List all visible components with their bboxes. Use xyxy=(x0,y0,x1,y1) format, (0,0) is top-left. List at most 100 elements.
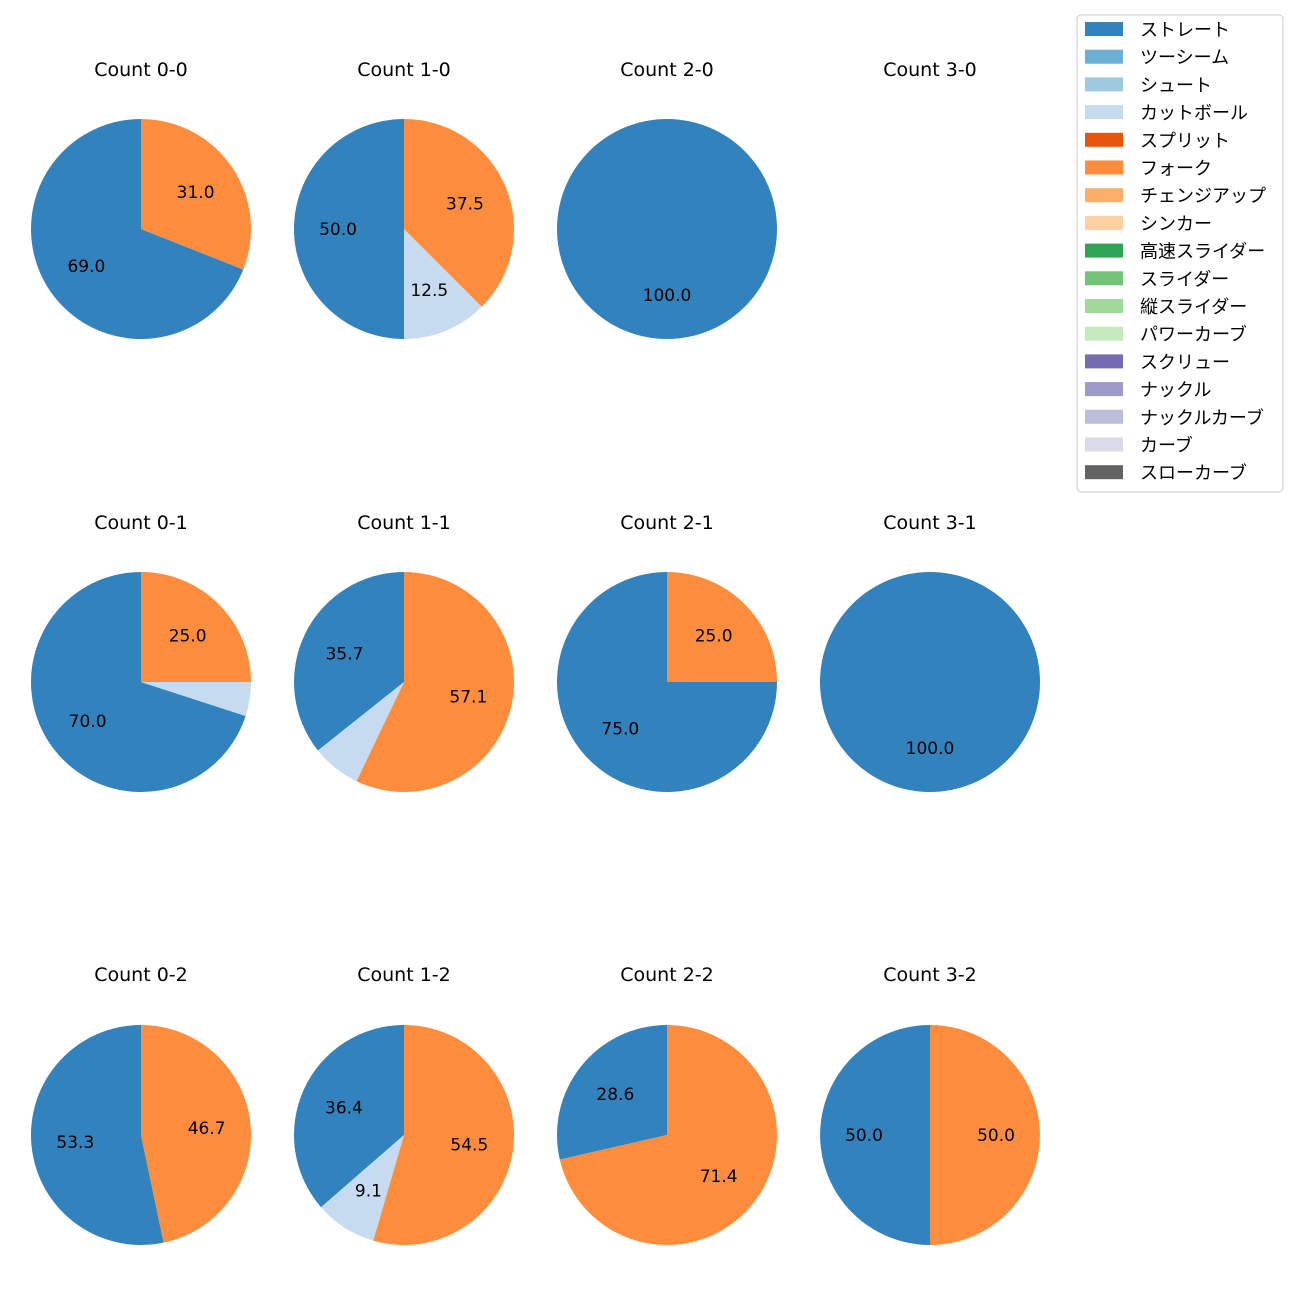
pie-slice xyxy=(557,1025,667,1160)
pie-slice xyxy=(667,572,777,682)
legend-swatch xyxy=(1085,299,1123,313)
pie-slice xyxy=(404,118,514,307)
legend-swatch xyxy=(1085,132,1123,147)
pie-title: Count 1-0 xyxy=(357,59,451,81)
pie-count-3-1: Count 3-1 100.0 xyxy=(820,512,1040,792)
pie-slice xyxy=(30,572,246,792)
legend-frame xyxy=(1076,14,1284,493)
slice-label: 69.0 xyxy=(67,257,105,277)
legend-label: カーブ xyxy=(1140,435,1193,457)
slice-label: 57.1 xyxy=(449,688,487,708)
slice-label: 28.6 xyxy=(596,1085,634,1105)
legend-swatch xyxy=(1085,22,1123,36)
legend-swatch xyxy=(1085,354,1123,369)
pie-slice xyxy=(141,682,251,716)
pie-title: Count 1-1 xyxy=(357,512,451,534)
slice-label: 50.0 xyxy=(845,1126,883,1146)
pie-slice xyxy=(557,119,777,339)
pie-title: Count 0-0 xyxy=(94,59,188,81)
pie-count-2-2: Count 2-2 28.6 71.4 xyxy=(557,964,778,1245)
legend-label: ナックル xyxy=(1140,380,1211,401)
pie-count-1-2: Count 1-2 36.4 9.1 54.5 xyxy=(294,964,514,1245)
pie-title: Count 0-1 xyxy=(94,512,188,534)
legend-label: スクリュー xyxy=(1140,352,1230,373)
slice-label: 36.4 xyxy=(325,1099,363,1119)
pie-count-1-0: Count 1-0 50.0 12.5 37.5 xyxy=(294,59,514,339)
legend-swatch xyxy=(1085,215,1123,230)
legend-swatch xyxy=(1085,49,1123,64)
legend-label: スプリット xyxy=(1140,131,1230,152)
pie-slice xyxy=(321,1135,404,1241)
pie-slice xyxy=(404,229,482,339)
pie-title: Count 2-1 xyxy=(620,512,714,534)
pie-count-1-1: Count 1-1 35.7 57.1 xyxy=(294,512,514,792)
slice-label: 70.0 xyxy=(69,712,107,732)
legend-swatch xyxy=(1085,437,1123,452)
pie-slice xyxy=(30,1025,164,1246)
pie-title: Count 3-2 xyxy=(883,964,977,986)
pie-count-2-1: Count 2-1 75.0 25.0 xyxy=(557,512,777,792)
legend-label: ナックルカーブ xyxy=(1140,407,1264,429)
pie-count-3-0: Count 3-0 xyxy=(883,59,977,81)
pie-title: Count 2-0 xyxy=(620,59,714,81)
pie-title: Count 0-2 xyxy=(94,964,188,986)
legend-swatch xyxy=(1085,160,1123,175)
legend-swatch xyxy=(1085,326,1123,341)
legend-swatch xyxy=(1085,382,1123,397)
slice-label: 35.7 xyxy=(326,644,364,664)
slice-label: 100.0 xyxy=(643,286,692,306)
pie-slice xyxy=(30,119,244,339)
legend-swatch xyxy=(1085,77,1123,92)
legend-label: 高速スライダー xyxy=(1140,242,1265,263)
legend-swatch xyxy=(1085,465,1123,480)
pie-count-2-0: Count 2-0 100.0 xyxy=(557,59,777,339)
pie-slice xyxy=(559,1025,778,1245)
slice-label: 75.0 xyxy=(601,720,639,740)
legend-label: 縦スライダー xyxy=(1140,297,1247,318)
slice-label: 50.0 xyxy=(977,1126,1015,1146)
pie-slice xyxy=(141,572,251,682)
pie-slice xyxy=(294,1025,404,1208)
pie-count-0-2: Count 0-2 53.3 46.7 xyxy=(30,964,251,1246)
slice-label: 31.0 xyxy=(177,183,215,203)
legend-label: パワーカーブ xyxy=(1140,324,1247,346)
pie-slice xyxy=(294,572,404,751)
slice-label: 50.0 xyxy=(319,220,357,240)
slice-label: 71.4 xyxy=(700,1167,738,1187)
slice-label: 37.5 xyxy=(446,195,484,215)
legend-swatch xyxy=(1085,105,1123,120)
legend-label: スローカーブ xyxy=(1140,462,1247,484)
legend-label: シュート xyxy=(1140,75,1212,96)
legend-swatch xyxy=(1085,409,1123,424)
pie-slice xyxy=(820,572,1040,792)
legend-label: カットボール xyxy=(1140,103,1248,124)
slice-label: 53.3 xyxy=(56,1133,94,1153)
legend-swatch xyxy=(1085,243,1123,258)
slice-label: 12.5 xyxy=(410,281,448,301)
legend-swatch xyxy=(1085,271,1123,286)
pie-title: Count 3-0 xyxy=(883,59,977,81)
legend-label: スライダー xyxy=(1140,269,1229,290)
pie-count-0-0: Count 0-0 69.0 31.0 xyxy=(30,59,251,339)
pie-count-0-1: Count 0-1 70.0 25.0 xyxy=(30,512,251,792)
legend: ストレートツーシームシュートカットボールスプリットフォークチェンジアップシンカー… xyxy=(1076,14,1284,493)
legend-label: ストレート xyxy=(1140,20,1230,41)
slice-label: 100.0 xyxy=(906,739,955,759)
pie-slice xyxy=(356,572,514,792)
pie-slice xyxy=(141,119,251,270)
legend-label: チェンジアップ xyxy=(1140,186,1266,207)
pie-slice xyxy=(317,682,404,782)
slice-label: 54.5 xyxy=(450,1135,488,1155)
pie-slice xyxy=(294,119,404,339)
pie-slice xyxy=(141,1025,251,1243)
pie-slice xyxy=(373,1025,514,1245)
pie-title: Count 3-1 xyxy=(883,512,977,534)
pie-count-3-2: Count 3-2 50.0 50.0 xyxy=(820,964,1040,1245)
pie-title: Count 1-2 xyxy=(357,964,451,986)
slice-label: 46.7 xyxy=(188,1119,226,1139)
slice-label: 25.0 xyxy=(169,626,207,646)
legend-label: ツーシーム xyxy=(1140,48,1229,69)
pie-slice xyxy=(930,1025,1040,1245)
legend-label: フォーク xyxy=(1140,159,1212,180)
